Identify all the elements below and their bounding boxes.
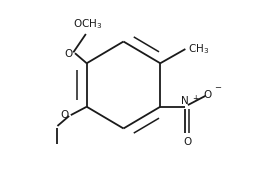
Text: O: O bbox=[183, 137, 191, 147]
Text: CH$_3$: CH$_3$ bbox=[188, 42, 209, 56]
Text: +: + bbox=[192, 94, 198, 103]
Text: O: O bbox=[203, 90, 211, 100]
Text: O: O bbox=[64, 49, 72, 59]
Text: N: N bbox=[181, 96, 189, 106]
Text: O: O bbox=[60, 110, 68, 120]
Text: OCH$_3$: OCH$_3$ bbox=[73, 17, 102, 31]
Text: −: − bbox=[214, 83, 221, 92]
